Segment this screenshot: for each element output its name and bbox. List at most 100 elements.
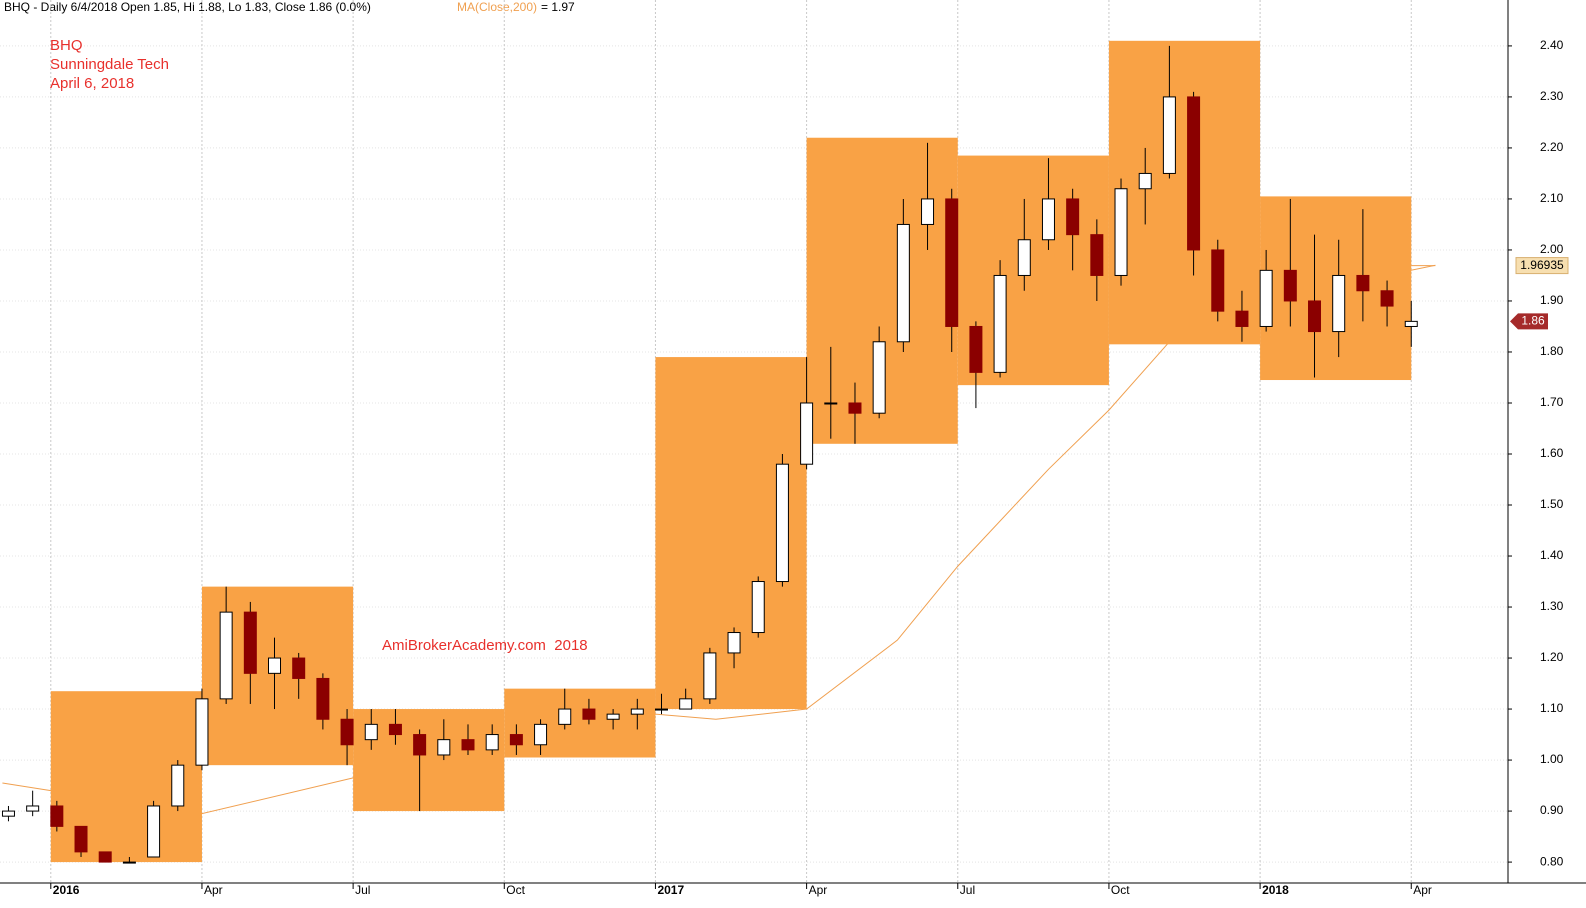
annotation: Sunningdale Tech xyxy=(50,56,169,73)
candle-body xyxy=(437,739,451,756)
y-tick-label: 2.00 xyxy=(1540,242,1564,256)
x-tick-label: Jul xyxy=(960,883,975,897)
candle-body xyxy=(558,708,572,725)
y-tick-label: 2.30 xyxy=(1540,89,1564,103)
candle-body xyxy=(775,463,789,583)
candle-body xyxy=(1332,274,1346,333)
candle-body xyxy=(509,734,523,746)
y-tick-label: 1.20 xyxy=(1540,650,1564,664)
candle-body xyxy=(969,325,983,373)
candle-body xyxy=(268,657,282,674)
y-tick-label: 1.00 xyxy=(1540,752,1564,766)
candle-body xyxy=(1162,96,1176,174)
x-tick-label: 2017 xyxy=(657,883,684,897)
y-tick-label: 1.30 xyxy=(1540,599,1564,613)
candle-body xyxy=(1356,274,1370,292)
close-last-box xyxy=(1510,313,1548,330)
ma-title: MA(Close,200) xyxy=(457,0,537,14)
candle-body xyxy=(534,723,548,746)
candle-body xyxy=(993,274,1007,373)
x-tick-label: Oct xyxy=(1111,883,1130,897)
candle-body xyxy=(388,723,402,736)
candle-body xyxy=(727,632,741,654)
candle-body xyxy=(147,805,161,858)
candle-body xyxy=(1308,300,1322,333)
candle-body xyxy=(896,223,910,343)
y-tick-label: 1.60 xyxy=(1540,446,1564,460)
candle-body xyxy=(243,611,257,674)
y-tick-label: 2.40 xyxy=(1540,38,1564,52)
candle-body xyxy=(1259,269,1273,327)
candle-body xyxy=(1187,96,1201,251)
range-box xyxy=(957,155,1109,386)
x-tick-label: Apr xyxy=(809,883,828,897)
candle-body xyxy=(26,805,40,812)
y-tick-label: 2.10 xyxy=(1540,191,1564,205)
candle-body xyxy=(1283,269,1297,302)
y-tick-label: 1.70 xyxy=(1540,395,1564,409)
annotation: April 6, 2018 xyxy=(50,75,134,92)
candle-body xyxy=(606,713,620,720)
watermark: AmiBrokerAcademy.com 2018 xyxy=(382,637,588,654)
y-tick-label: 1.10 xyxy=(1540,701,1564,715)
candle-body xyxy=(195,698,209,766)
range-box xyxy=(353,709,505,812)
ma-last-box xyxy=(1515,257,1569,275)
y-tick-label: 0.80 xyxy=(1540,854,1564,868)
x-tick-label: Oct xyxy=(506,883,525,897)
candle-body xyxy=(122,861,136,864)
candle-body xyxy=(1211,249,1225,312)
candle-body xyxy=(219,611,233,700)
candle-body xyxy=(413,734,427,756)
candle-body xyxy=(1041,198,1055,241)
candle-body xyxy=(1,810,15,817)
candle-body xyxy=(872,341,886,414)
candle-body xyxy=(461,739,475,751)
candle-body xyxy=(945,198,959,327)
chart-title: BHQ - Daily 6/4/2018 Open 1.85, Hi 1.88,… xyxy=(4,0,371,14)
x-tick-label: 2018 xyxy=(1262,883,1289,897)
ma-last-label: 1.96935 xyxy=(1520,258,1564,272)
x-tick-label: Apr xyxy=(204,883,223,897)
candle-body xyxy=(292,657,306,679)
candle-body xyxy=(1017,239,1031,276)
candle-body xyxy=(1235,310,1249,327)
candle-body xyxy=(1404,320,1418,327)
candle-body xyxy=(74,825,88,853)
candle-body xyxy=(1090,234,1104,276)
ma-value: = 1.97 xyxy=(541,0,575,14)
x-tick-label: Jul xyxy=(355,883,370,897)
annotation: BHQ xyxy=(50,37,83,54)
y-tick-label: 1.80 xyxy=(1540,344,1564,358)
candle-body xyxy=(654,708,668,711)
close-last-label: 1.86 xyxy=(1521,314,1545,328)
candle-body xyxy=(50,805,64,827)
y-tick-label: 0.90 xyxy=(1540,803,1564,817)
candle-body xyxy=(800,402,814,465)
range-box xyxy=(1108,40,1261,345)
y-tick-label: 1.50 xyxy=(1540,497,1564,511)
candle-body xyxy=(485,734,499,751)
candle-body xyxy=(364,723,378,741)
candle-body xyxy=(1138,172,1152,190)
candle-body xyxy=(1380,290,1394,307)
candle-body xyxy=(679,698,693,710)
candle-body xyxy=(1114,188,1128,276)
candle-body xyxy=(751,581,765,634)
candle-body xyxy=(703,652,717,700)
candle-body xyxy=(171,764,185,807)
candle-body xyxy=(582,708,596,720)
candle-body xyxy=(340,718,354,746)
y-tick-label: 2.20 xyxy=(1540,140,1564,154)
y-tick-label: 1.90 xyxy=(1540,293,1564,307)
candle-body xyxy=(1066,198,1080,236)
ma-line xyxy=(2,264,1436,815)
candle-body xyxy=(316,677,330,720)
x-tick-label: Apr xyxy=(1413,883,1432,897)
candle-body xyxy=(848,402,862,414)
range-box xyxy=(504,688,656,758)
x-tick-label: 2016 xyxy=(53,883,80,897)
y-tick-label: 1.40 xyxy=(1540,548,1564,562)
candle-body xyxy=(98,851,112,863)
